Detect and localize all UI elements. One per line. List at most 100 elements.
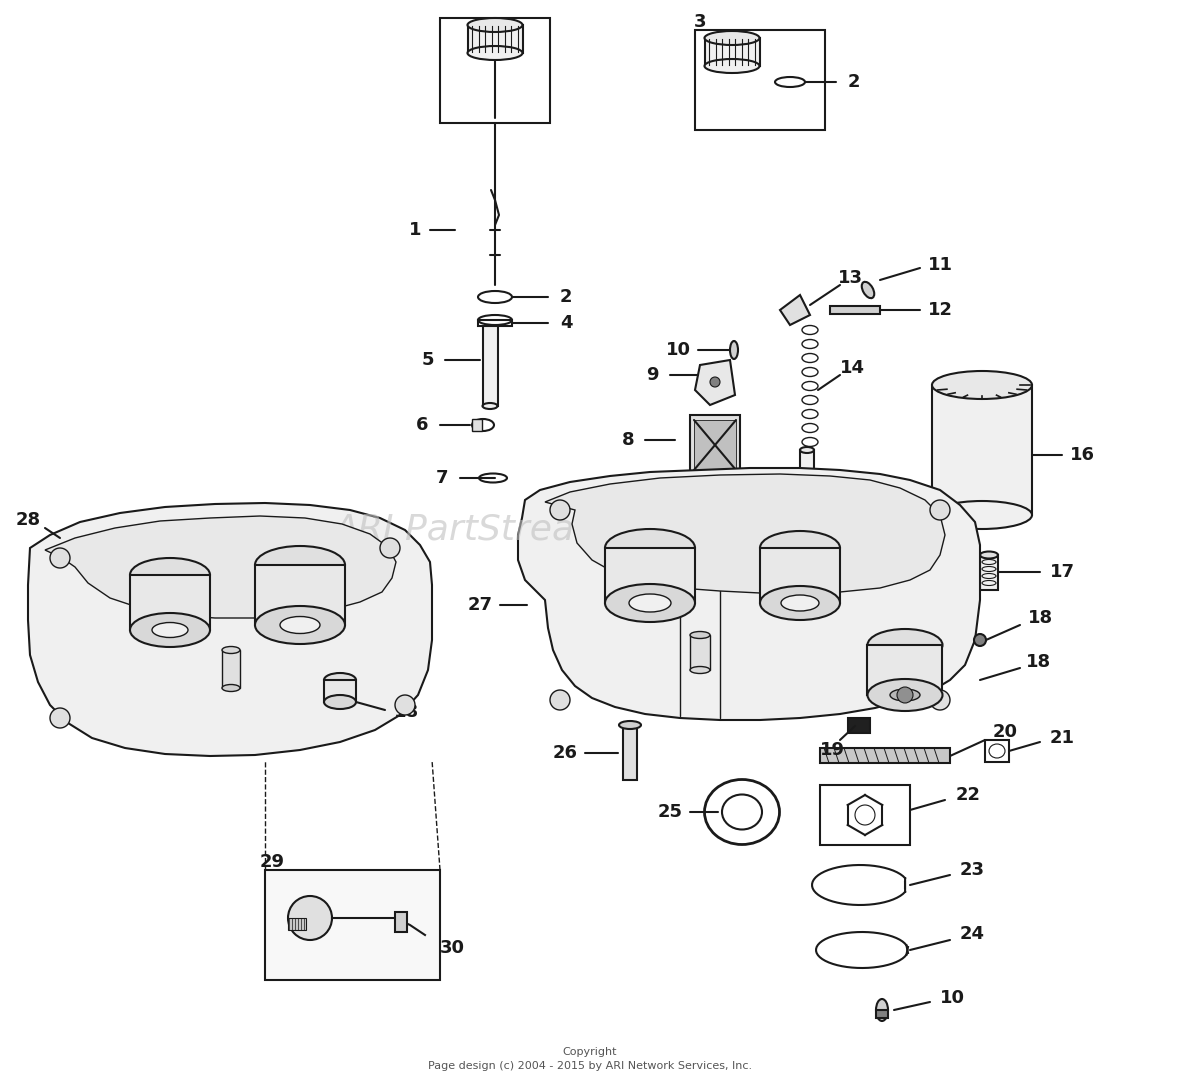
Ellipse shape (800, 492, 814, 498)
Circle shape (550, 689, 570, 710)
Bar (483, 326, 498, 406)
Ellipse shape (932, 501, 1032, 529)
Bar (876, 1010, 889, 1017)
Text: 7: 7 (435, 469, 448, 487)
Text: ARI PartStream™: ARI PartStream™ (334, 513, 647, 547)
Bar (932, 385, 1032, 515)
Ellipse shape (222, 646, 240, 654)
Circle shape (710, 377, 720, 387)
Ellipse shape (760, 531, 840, 565)
Text: 9: 9 (645, 366, 658, 384)
Circle shape (930, 689, 950, 710)
Circle shape (288, 896, 332, 940)
Text: 6: 6 (415, 416, 428, 434)
Polygon shape (28, 503, 432, 756)
Bar (255, 565, 345, 625)
Ellipse shape (324, 673, 356, 687)
Ellipse shape (800, 447, 814, 453)
Circle shape (897, 687, 913, 704)
Ellipse shape (781, 595, 819, 611)
Ellipse shape (605, 529, 695, 566)
Text: 12: 12 (927, 301, 952, 319)
Bar (760, 548, 840, 603)
Ellipse shape (760, 586, 840, 620)
Bar (472, 419, 481, 431)
Bar (395, 912, 407, 932)
Circle shape (380, 538, 400, 558)
Ellipse shape (255, 606, 345, 644)
Ellipse shape (876, 999, 889, 1021)
Bar (440, 18, 550, 123)
Text: 5: 5 (421, 351, 434, 369)
Bar (820, 786, 910, 845)
Text: 19: 19 (819, 741, 845, 759)
Ellipse shape (690, 667, 710, 673)
Bar (623, 725, 637, 780)
Text: 11: 11 (927, 256, 952, 274)
Bar (800, 450, 814, 495)
Text: 1: 1 (408, 221, 421, 240)
Text: 10: 10 (939, 989, 964, 1007)
Text: 10: 10 (666, 341, 690, 359)
Bar (867, 645, 942, 695)
Text: 17: 17 (1049, 563, 1075, 581)
Text: 2: 2 (559, 288, 572, 306)
Text: 4: 4 (559, 314, 572, 332)
Text: 15: 15 (755, 519, 780, 537)
Circle shape (50, 708, 70, 728)
Ellipse shape (222, 684, 240, 692)
Bar (704, 38, 760, 66)
Circle shape (395, 695, 415, 715)
Ellipse shape (130, 558, 210, 592)
Text: 26: 26 (552, 745, 577, 762)
Circle shape (930, 500, 950, 520)
Polygon shape (695, 360, 735, 405)
Ellipse shape (255, 546, 345, 584)
Ellipse shape (890, 689, 920, 701)
Ellipse shape (483, 402, 498, 409)
Ellipse shape (130, 613, 210, 647)
Text: 18: 18 (393, 704, 419, 721)
Text: 29: 29 (260, 853, 284, 871)
Polygon shape (545, 474, 945, 595)
Bar (222, 650, 240, 688)
Ellipse shape (730, 341, 738, 359)
Bar (288, 918, 306, 930)
Text: 3: 3 (694, 13, 707, 31)
Text: 14: 14 (839, 359, 865, 377)
Text: 16: 16 (1069, 446, 1095, 464)
Ellipse shape (867, 629, 943, 661)
Bar (266, 870, 440, 980)
Text: 24: 24 (959, 925, 984, 943)
Ellipse shape (690, 631, 710, 639)
Bar (690, 415, 740, 475)
Bar (695, 30, 825, 129)
Bar (985, 740, 1009, 762)
Text: 20: 20 (992, 723, 1017, 741)
Bar (324, 680, 356, 702)
Ellipse shape (620, 721, 641, 729)
Polygon shape (518, 468, 981, 720)
Bar (820, 748, 950, 763)
Text: Copyright: Copyright (563, 1047, 617, 1057)
Text: 18: 18 (1028, 609, 1053, 627)
Circle shape (50, 548, 70, 568)
Text: 21: 21 (1049, 729, 1075, 747)
Polygon shape (780, 295, 809, 325)
Ellipse shape (704, 59, 760, 73)
Text: 23: 23 (959, 861, 984, 879)
Text: 13: 13 (838, 269, 863, 287)
Bar (981, 555, 998, 590)
Text: 28: 28 (15, 511, 40, 529)
Ellipse shape (280, 616, 320, 633)
Ellipse shape (324, 695, 356, 709)
Ellipse shape (152, 623, 188, 638)
Ellipse shape (861, 282, 874, 298)
Ellipse shape (467, 18, 523, 32)
Ellipse shape (629, 595, 671, 612)
Text: 30: 30 (439, 939, 465, 957)
Bar (605, 548, 695, 603)
Bar (478, 320, 512, 326)
Ellipse shape (605, 584, 695, 622)
Text: 25: 25 (657, 803, 682, 821)
